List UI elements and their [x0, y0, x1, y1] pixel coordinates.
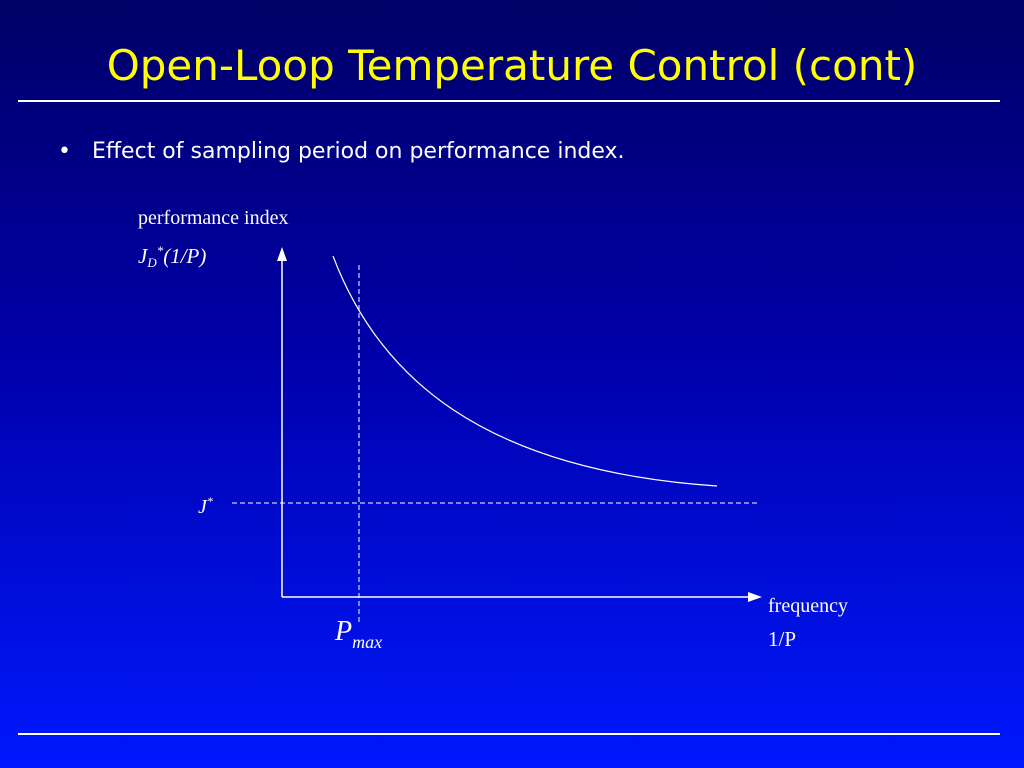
asymptote-label: J*	[198, 494, 213, 519]
y-formula-subscript: D	[147, 255, 157, 270]
bullet-item: • Effect of sampling period on performan…	[58, 136, 625, 168]
pmax-label-base: P	[335, 616, 353, 647]
performance-curve	[332, 255, 718, 487]
x-axis-formula: 1/P	[768, 627, 797, 651]
title-divider	[18, 100, 1000, 102]
asymptote-label-base: J	[198, 496, 207, 518]
x-axis-arrowhead	[748, 592, 762, 602]
pmax-label-subscript: max	[352, 632, 383, 652]
pmax-label: Pmax	[335, 616, 382, 653]
y-formula-base: J	[138, 244, 148, 268]
asymptote-label-superscript: *	[206, 494, 213, 508]
y-axis-arrowhead	[277, 247, 287, 261]
slide-title: Open-Loop Temperature Control (cont)	[106, 41, 918, 90]
y-formula-superscript: *	[156, 243, 164, 258]
footer-divider	[18, 733, 1000, 735]
y-axis-label: performance index	[138, 207, 289, 229]
y-axis-formula: JD*(1/P)	[138, 238, 206, 276]
x-axis-label: frequency	[768, 595, 848, 617]
bullet-text: Effect of sampling period on performance…	[92, 139, 625, 164]
y-formula-rest: (1/P)	[163, 244, 207, 268]
bullet-icon: •	[58, 139, 71, 164]
